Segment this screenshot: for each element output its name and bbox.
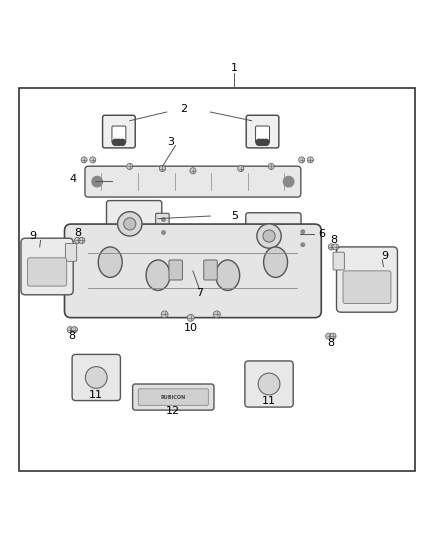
Circle shape	[328, 244, 334, 250]
FancyBboxPatch shape	[204, 260, 217, 280]
FancyBboxPatch shape	[102, 115, 135, 148]
Circle shape	[116, 139, 122, 146]
Circle shape	[257, 224, 281, 248]
FancyBboxPatch shape	[336, 247, 397, 312]
Circle shape	[119, 139, 125, 146]
Circle shape	[161, 311, 168, 318]
Text: 7: 7	[196, 288, 203, 298]
Text: 1: 1	[231, 63, 238, 74]
Circle shape	[263, 139, 269, 146]
FancyBboxPatch shape	[28, 258, 67, 286]
Circle shape	[117, 212, 142, 236]
Circle shape	[238, 166, 244, 172]
Circle shape	[92, 176, 102, 187]
Circle shape	[301, 230, 304, 233]
FancyBboxPatch shape	[72, 354, 120, 400]
Circle shape	[299, 157, 305, 163]
FancyBboxPatch shape	[255, 126, 269, 143]
Text: 3: 3	[168, 136, 175, 147]
Text: 2: 2	[180, 104, 188, 114]
Text: 11: 11	[89, 390, 103, 400]
Circle shape	[256, 139, 262, 146]
FancyBboxPatch shape	[106, 200, 162, 252]
Ellipse shape	[98, 247, 122, 277]
Circle shape	[325, 333, 332, 339]
Circle shape	[332, 244, 339, 250]
Circle shape	[283, 176, 294, 187]
FancyBboxPatch shape	[21, 238, 73, 295]
Circle shape	[124, 218, 136, 230]
Bar	[19, 88, 415, 471]
Ellipse shape	[216, 260, 240, 290]
Circle shape	[213, 311, 220, 318]
Circle shape	[79, 237, 85, 244]
FancyBboxPatch shape	[333, 252, 344, 270]
Circle shape	[301, 243, 304, 246]
Circle shape	[71, 327, 78, 333]
Circle shape	[162, 231, 165, 235]
FancyBboxPatch shape	[245, 361, 293, 407]
Text: RUBICON: RUBICON	[161, 394, 186, 400]
Circle shape	[190, 168, 196, 174]
FancyBboxPatch shape	[169, 260, 183, 280]
Circle shape	[127, 163, 133, 169]
Circle shape	[90, 157, 96, 163]
Circle shape	[162, 218, 165, 221]
Text: 9: 9	[381, 251, 388, 261]
Circle shape	[263, 230, 275, 242]
FancyBboxPatch shape	[295, 225, 308, 251]
Text: 5: 5	[231, 211, 238, 221]
Circle shape	[187, 314, 194, 321]
Ellipse shape	[264, 247, 288, 277]
FancyBboxPatch shape	[155, 213, 169, 239]
FancyBboxPatch shape	[343, 271, 391, 303]
Text: 11: 11	[262, 395, 276, 406]
Text: 4: 4	[70, 174, 77, 184]
Circle shape	[258, 373, 280, 395]
Circle shape	[67, 327, 73, 333]
Text: 8: 8	[327, 338, 335, 348]
Circle shape	[330, 333, 336, 339]
Text: 6: 6	[318, 229, 325, 239]
Circle shape	[113, 139, 119, 146]
FancyBboxPatch shape	[246, 213, 301, 264]
Ellipse shape	[146, 260, 170, 290]
FancyBboxPatch shape	[65, 244, 77, 261]
FancyBboxPatch shape	[64, 224, 321, 318]
Circle shape	[268, 163, 274, 169]
Circle shape	[307, 157, 314, 163]
Circle shape	[74, 237, 81, 244]
Circle shape	[259, 139, 265, 146]
FancyBboxPatch shape	[85, 166, 301, 197]
Circle shape	[159, 166, 166, 172]
Circle shape	[85, 367, 107, 389]
Text: 9: 9	[30, 231, 37, 241]
FancyBboxPatch shape	[246, 115, 279, 148]
Circle shape	[81, 157, 87, 163]
Text: 8: 8	[74, 228, 81, 238]
Text: 8: 8	[68, 331, 75, 341]
FancyBboxPatch shape	[138, 389, 208, 405]
Text: 12: 12	[166, 406, 180, 416]
Text: 8: 8	[330, 235, 337, 245]
Text: 10: 10	[184, 324, 198, 333]
FancyBboxPatch shape	[133, 384, 214, 410]
FancyBboxPatch shape	[112, 126, 126, 143]
